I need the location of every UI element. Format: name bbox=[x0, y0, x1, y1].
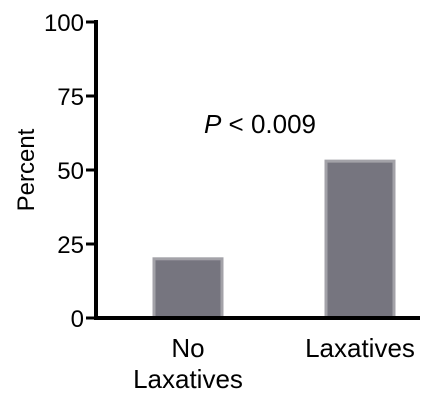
p-value-symbol: P bbox=[204, 109, 222, 139]
y-tick-label: 100 bbox=[44, 10, 84, 37]
p-value-text: < 0.009 bbox=[221, 109, 316, 139]
x-category-label: Laxatives bbox=[133, 364, 243, 394]
y-axis-label: Percent bbox=[13, 128, 40, 211]
bar bbox=[152, 257, 224, 320]
y-ticks-group: 0 25 50 75 100 bbox=[44, 10, 96, 333]
y-tick-label: 50 bbox=[57, 158, 84, 185]
y-tick-label: 0 bbox=[71, 306, 84, 333]
bars-group bbox=[152, 159, 396, 320]
x-category-label: No bbox=[171, 333, 204, 363]
bar bbox=[324, 159, 396, 320]
p-value-annotation: P < 0.009 bbox=[204, 109, 316, 139]
y-tick-label: 75 bbox=[57, 84, 84, 111]
y-tick-label: 25 bbox=[57, 232, 84, 259]
x-category-label: Laxatives bbox=[305, 333, 415, 363]
